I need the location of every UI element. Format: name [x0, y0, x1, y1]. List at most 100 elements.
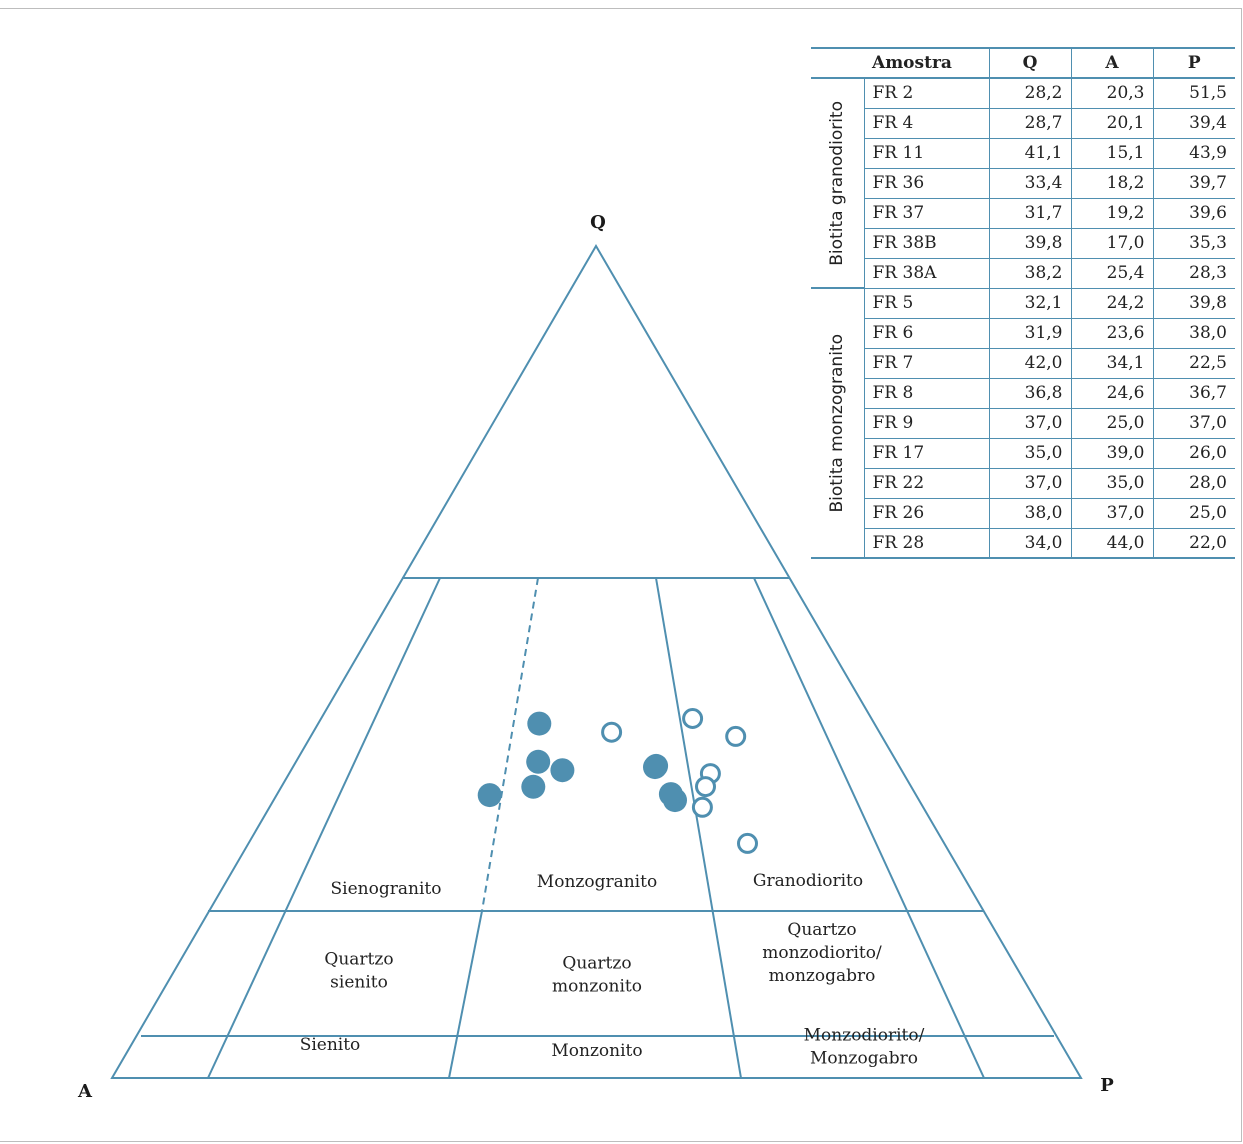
column-header-p: P	[1152, 48, 1235, 79]
p-cell: 36,7	[1152, 378, 1235, 409]
p-cell: 39,6	[1152, 198, 1235, 229]
a-cell: 34,1	[1070, 348, 1153, 379]
p-cell: 39,7	[1152, 168, 1235, 199]
a-cell: 25,0	[1070, 408, 1153, 439]
q-cell: 42,0	[988, 348, 1071, 379]
sample-point-fr-9	[643, 755, 667, 780]
column-header-q: Q	[988, 48, 1071, 79]
table-row: FR 36 33,4 18,2 39,7	[811, 168, 1235, 199]
q-cell: 32,1	[988, 288, 1071, 319]
sample-id-cell: FR 28	[863, 528, 989, 559]
field-label-monzonito: Monzonito	[551, 1041, 642, 1061]
a-cell: 23,6	[1070, 318, 1153, 349]
sample-id-cell: FR 8	[863, 378, 989, 409]
table-row: FR 26 38,0 37,0 25,0	[811, 498, 1235, 529]
q-cell: 31,9	[988, 318, 1071, 349]
column-header-sample: Amostra	[864, 48, 989, 79]
q-cell: 38,2	[988, 258, 1071, 289]
field-label-sienogranito: Sienogranito	[331, 879, 442, 899]
sample-id-cell: FR 17	[863, 438, 989, 469]
a-cell: 18,2	[1070, 168, 1153, 199]
table-row: FR 22 37,0 35,0 28,0	[811, 468, 1235, 499]
a-cell: 20,3	[1070, 78, 1153, 109]
p-cell: 39,8	[1152, 288, 1235, 319]
table-row: FR 37 31,7 19,2 39,6	[811, 198, 1235, 229]
sample-id-cell: FR 36	[863, 168, 989, 199]
sample-id-cell: FR 38A	[863, 258, 989, 289]
sample-point-fr-17	[521, 774, 546, 799]
q-cell: 41,1	[988, 138, 1071, 169]
a-cell: 19,2	[1070, 198, 1153, 229]
field-label-sienito: Sienito	[300, 1035, 361, 1055]
p-cell: 51,5	[1152, 78, 1235, 109]
sample-point-fr-28	[477, 783, 502, 808]
table-row: FR 9 37,0 25,0 37,0	[811, 408, 1235, 439]
q-cell: 38,0	[988, 498, 1071, 529]
q-cell: 31,7	[988, 198, 1071, 229]
table-row: FR 28 34,0 44,0 22,0	[811, 528, 1235, 559]
table-row: Biotita granodiorito FR 2 28,2 20,3 51,5	[811, 78, 1235, 289]
sample-id-cell: FR 26	[863, 498, 989, 529]
sample-point-fr-37	[695, 776, 716, 798]
vertex-label-q: Q	[590, 212, 606, 233]
q-cell: 28,2	[988, 78, 1071, 109]
sample-point-fr-38b	[682, 708, 704, 729]
table-row: FR 4 28,7 20,1 39,4	[811, 108, 1235, 139]
boundary-p10	[207, 577, 441, 1079]
q-cell: 34,0	[988, 528, 1071, 559]
a-cell: 37,0	[1070, 498, 1153, 529]
field-label-quartzo-monzonito: Quartzo monzonito	[552, 954, 642, 997]
p-cell: 28,0	[1152, 468, 1235, 499]
p-cell: 22,5	[1152, 348, 1235, 379]
sample-id-cell: FR 5	[863, 288, 989, 319]
sample-point-fr-26	[526, 749, 551, 774]
a-cell: 24,2	[1070, 288, 1153, 319]
p-cell: 25,0	[1152, 498, 1235, 529]
p-cell: 22,0	[1152, 528, 1235, 559]
field-label-quartzo-sienito: Quartzo sienito	[324, 950, 393, 993]
table-row: FR 38A 38,2 25,4 28,3	[811, 258, 1235, 289]
vertex-label-a: A	[77, 1081, 93, 1102]
a-cell: 35,0	[1070, 468, 1153, 499]
sample-point-fr-38a	[601, 721, 623, 743]
triangle-outline	[110, 244, 1083, 1079]
field-label-monzodiorito-monzogabro: Monzodiorito/Monzogabro	[804, 1026, 925, 1069]
table-row: FR 7 42,0 34,1 22,5	[811, 348, 1235, 379]
boundary-p90	[753, 577, 985, 1079]
table-row: FR 11 41,1 15,1 43,9	[811, 138, 1235, 169]
p-cell: 38,0	[1152, 318, 1235, 349]
q-cell: 33,4	[988, 168, 1071, 199]
p-cell: 43,9	[1152, 138, 1235, 169]
q-cell: 37,0	[988, 468, 1071, 499]
a-cell: 44,0	[1070, 528, 1153, 559]
table-row: FR 6 31,9 23,6 38,0	[811, 318, 1235, 349]
q-cell: 35,0	[988, 438, 1071, 469]
q-cell: 36,8	[988, 378, 1071, 409]
table-row: FR 17 35,0 39,0 26,0	[811, 438, 1235, 469]
table-row: Biotita monzogranito FR 5 32,1 24,2 39,8	[811, 288, 1235, 559]
column-header-a: A	[1070, 48, 1153, 79]
table-row: FR 8 36,8 24,6 36,7	[811, 378, 1235, 409]
figure-frame	[0, 8, 1242, 1142]
group-label-biotita-granodiorito: Biotita granodiorito	[811, 78, 864, 289]
sample-id-cell: FR 6	[863, 318, 989, 349]
sample-id-cell: FR 9	[863, 408, 989, 439]
sample-id-cell: FR 2	[863, 78, 989, 109]
sample-id-cell: FR 11	[863, 138, 989, 169]
sample-id-cell: FR 4	[863, 108, 989, 139]
p-cell: 35,3	[1152, 228, 1235, 259]
p-cell: 28,3	[1152, 258, 1235, 289]
field-label-monzogranito: Monzogranito	[537, 872, 657, 892]
sample-id-cell: FR 7	[863, 348, 989, 379]
group-header-blank	[811, 48, 864, 79]
sample-point-fr-4	[691, 796, 713, 818]
p-cell: 39,4	[1152, 108, 1235, 139]
boundary-sienogranito-monzogranito	[481, 577, 539, 912]
sample-composition-table: Amostra Q A P Biotita granodiorito FR 2 28…	[811, 47, 1235, 559]
q-cell: 28,7	[988, 108, 1071, 139]
q-cell: 39,8	[988, 228, 1071, 259]
boundary-p35	[448, 910, 483, 1079]
sample-id-cell: FR 37	[863, 198, 989, 229]
sample-point-fr-2	[737, 832, 758, 854]
